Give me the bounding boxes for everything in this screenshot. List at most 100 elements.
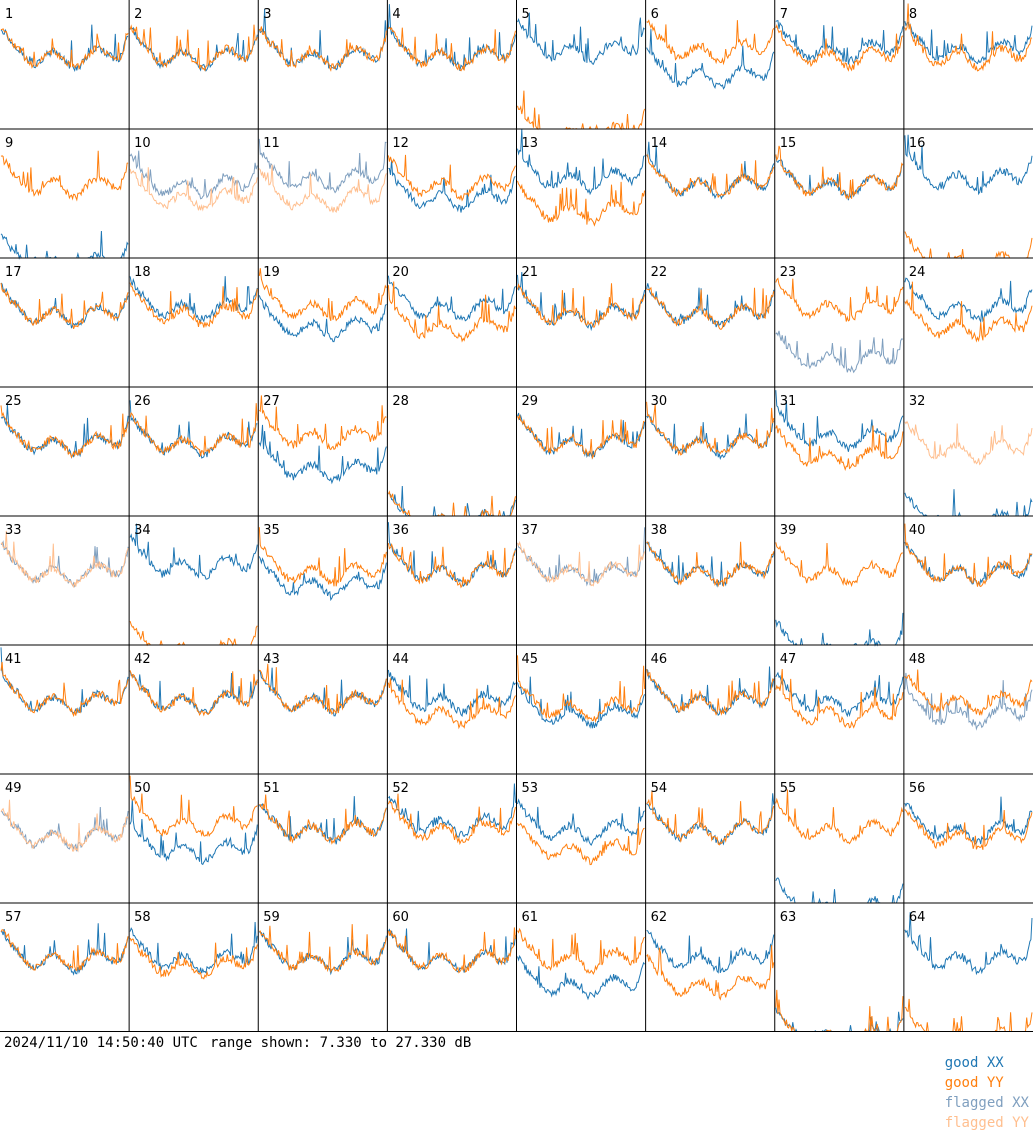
series-xx-56 — [904, 796, 1033, 845]
panel-5: 5 — [517, 7, 646, 131]
series-xx-5 — [517, 12, 645, 66]
panel-label: 12 — [392, 136, 409, 151]
panel-label: 27 — [263, 394, 280, 409]
panel-58: 58 — [129, 910, 258, 980]
panel-label: 6 — [651, 7, 659, 22]
panel-20: 20 — [387, 265, 516, 343]
panel-label: 18 — [134, 265, 151, 280]
series-yy-48 — [904, 669, 1033, 716]
panel-label: 53 — [522, 781, 539, 796]
series-xx-58 — [129, 921, 258, 974]
panel-label: 57 — [5, 910, 22, 925]
series-yy-11 — [258, 164, 387, 213]
series-yy-41 — [0, 661, 129, 718]
panel-13: 13 — [517, 128, 646, 227]
panel-label: 33 — [5, 523, 22, 538]
panel-label: 39 — [780, 523, 797, 538]
legend-flagged-xx: flagged XX — [944, 1095, 1029, 1111]
series-yy-64 — [904, 998, 1033, 1032]
panel-label: 8 — [909, 7, 917, 22]
series-yy-49 — [0, 799, 129, 853]
panel-34: 34 — [129, 523, 258, 647]
series-xx-29 — [517, 412, 646, 460]
panel-label: 24 — [909, 265, 926, 280]
series-yy-2 — [129, 24, 258, 72]
series-xx-23 — [775, 330, 904, 374]
panel-56: 56 — [904, 781, 1033, 850]
series-yy-18 — [129, 282, 258, 328]
panel-label: 17 — [5, 265, 22, 280]
panel-label: 46 — [651, 652, 668, 667]
panel-49: 49 — [0, 781, 129, 853]
panel-label: 28 — [392, 394, 409, 409]
series-yy-28 — [387, 490, 516, 517]
series-xx-37 — [517, 527, 646, 587]
series-xx-1 — [0, 24, 129, 73]
panel-51: 51 — [258, 781, 387, 845]
panel-label: 59 — [263, 910, 280, 925]
series-xx-20 — [387, 275, 516, 322]
series-xx-47 — [775, 671, 904, 718]
panel-2: 2 — [129, 7, 258, 72]
series-yy-36 — [387, 543, 516, 589]
series-yy-59 — [259, 924, 387, 974]
panel-7: 7 — [775, 7, 904, 72]
series-yy-15 — [775, 145, 904, 200]
series-xx-50 — [129, 799, 258, 866]
legend-good-xx: good XX — [944, 1055, 1004, 1071]
series-xx-27 — [258, 424, 387, 485]
series-yy-62 — [646, 945, 775, 1001]
panel-label: 26 — [134, 394, 151, 409]
panel-label: 32 — [909, 394, 926, 409]
legend: good XX good YY flagged XX flagged YY — [914, 1033, 1029, 1133]
series-xx-16 — [904, 134, 1033, 196]
series-yy-39 — [775, 542, 903, 588]
series-xx-10 — [129, 150, 258, 200]
panel-40: 40 — [904, 523, 1033, 588]
panel-45: 45 — [517, 652, 646, 729]
series-yy-4 — [388, 26, 516, 72]
series-yy-10 — [129, 167, 258, 212]
panel-label: 4 — [392, 7, 400, 22]
panel-59: 59 — [258, 910, 387, 976]
panel-9: 9 — [0, 136, 129, 260]
series-xx-63 — [775, 1007, 904, 1032]
panel-54: 54 — [646, 781, 775, 846]
series-yy-45 — [517, 655, 646, 723]
series-xx-61 — [517, 954, 646, 1001]
series-yy-38 — [646, 541, 775, 588]
series-yy-14 — [646, 154, 775, 199]
series-xx-12 — [388, 159, 516, 213]
panel-52: 52 — [387, 781, 516, 846]
series-yy-56 — [904, 809, 1033, 850]
panel-label: 15 — [780, 136, 797, 151]
series-yy-20 — [387, 281, 516, 343]
panel-10: 10 — [129, 136, 258, 212]
series-xx-54 — [646, 793, 775, 846]
series-yy-35 — [258, 527, 387, 587]
panel-37: 37 — [517, 523, 646, 587]
panel-29: 29 — [517, 394, 646, 460]
series-yy-9 — [0, 150, 129, 202]
panel-22: 22 — [646, 265, 775, 330]
series-yy-24 — [904, 281, 1033, 343]
panel-label: 49 — [5, 781, 22, 796]
series-xx-57 — [0, 923, 129, 976]
panel-label: 51 — [263, 781, 280, 796]
panel-53: 53 — [517, 781, 645, 866]
series-yy-5 — [517, 90, 646, 131]
panel-12: 12 — [387, 136, 516, 213]
panel-label: 55 — [780, 781, 797, 796]
series-yy-6 — [646, 19, 775, 66]
panel-label: 50 — [134, 781, 151, 796]
panel-23: 23 — [775, 265, 904, 374]
series-yy-25 — [0, 405, 129, 459]
series-xx-53 — [517, 798, 645, 847]
panel-label: 47 — [780, 652, 797, 667]
panel-42: 42 — [129, 652, 258, 717]
panel-64: 64 — [904, 910, 1033, 1032]
panel-17: 17 — [0, 265, 129, 330]
panel-label: 10 — [134, 136, 151, 151]
series-yy-61 — [517, 927, 645, 976]
